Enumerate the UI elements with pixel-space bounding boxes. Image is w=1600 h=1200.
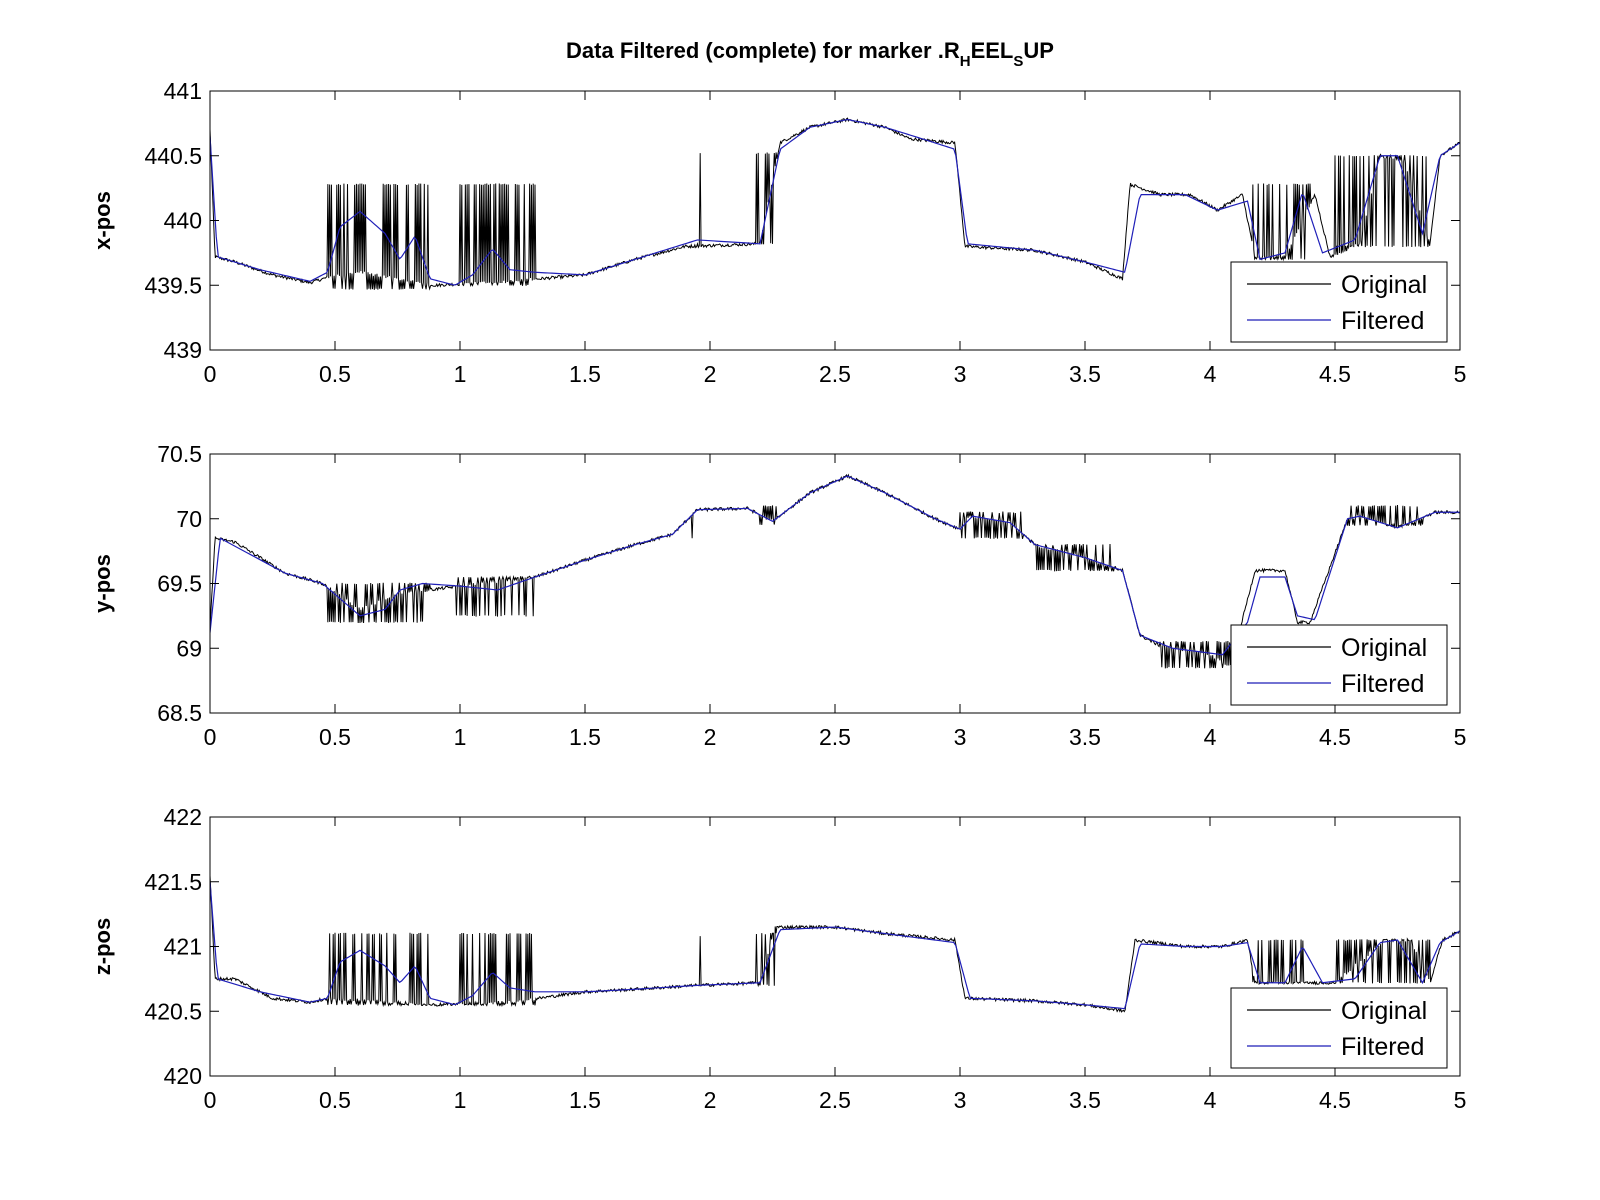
subplots: 0 0.5 1 1.5 2 2.5 3 3.5 4 4.5 5439439.5440440.5441… [90,78,1466,1113]
series-filtered-line [210,881,1460,1010]
subplot-z-pos: 0 0.5 1 1.5 2 2.5 3 3.5 4 4.5 5 420 420.5 421 421.5 422… [90,804,1466,1113]
y-tick-label: 441 [164,78,202,104]
x-tick-label: 1 [454,1087,467,1113]
y-tick-label: 421.5 [144,869,202,895]
legend-box [1230,987,1448,1069]
x-tick-label: 0.5 [319,724,351,750]
legend-label-filtered: Filtered [1341,1033,1424,1061]
x-tick-label: 3 [954,361,967,387]
x-tick-label: 0.5 [319,361,351,387]
y-tick-label: 422 [164,804,202,830]
x-tick-label: 4.5 [1319,361,1351,387]
y-tick-label: 70.5 [157,441,202,467]
x-tick-label: 1 [454,361,467,387]
y-tick-label: 70 [176,506,202,532]
series-original-line [210,117,1460,291]
title-text: UP [1023,38,1054,63]
x-tick-label: 2 [704,361,717,387]
legend: Original Filtered [1230,261,1448,343]
series-filtered-line [210,475,1460,656]
x-tick-label: 0 [204,361,217,387]
x-tick-label: 5 [1454,361,1467,387]
y-tick-label: 420 [164,1063,202,1089]
x-tick-label: 5 [1454,724,1467,750]
x-tick-label: 2.5 [819,724,851,750]
figure-title: Data Filtered (complete) for marker .RHE… [566,38,1054,70]
x-tick-label: 4.5 [1319,724,1351,750]
title-text: EEL [971,38,1014,63]
series-filtered-line [210,118,1460,286]
legend-label-original: Original [1341,997,1427,1025]
x-tick-label: 0 [204,724,217,750]
title-subscript: S [1013,53,1023,70]
x-tick-label: 4 [1204,724,1217,750]
x-tick-label: 4 [1204,361,1217,387]
subplot-x-pos: 0 0.5 1 1.5 2 2.5 3 3.5 4 4.5 5 439 439.5 440 440.5 441… [90,78,1466,387]
x-tick-label: 1 [454,724,467,750]
x-tick-label: 0.5 [319,1087,351,1113]
title-subscript: H [960,53,971,70]
x-tick-label: 4 [1204,1087,1217,1113]
x-tick-label: 2.5 [819,361,851,387]
x-tick-label: 3 [954,724,967,750]
y-axis-label: z-pos [90,918,115,975]
x-tick-label: 0 [204,1087,217,1113]
series-original-line [210,875,1460,1013]
x-tick-label: 3 [954,1087,967,1113]
y-tick-label: 69 [176,635,202,661]
x-tick-label: 3.5 [1069,361,1101,387]
legend: Original Filtered [1230,624,1448,706]
legend-box [1230,261,1448,343]
y-tick-label: 68.5 [157,700,202,726]
y-tick-label: 439.5 [144,272,202,298]
y-axis-label: y-pos [90,554,115,613]
y-tick-label: 69.5 [157,571,202,597]
y-tick-label: 421 [164,934,202,960]
x-tick-label: 3.5 [1069,1087,1101,1113]
legend-box [1230,624,1448,706]
x-tick-label: 1.5 [569,361,601,387]
x-tick-label: 1.5 [569,1087,601,1113]
legend-label-filtered: Filtered [1341,670,1424,698]
legend-label-filtered: Filtered [1341,307,1424,335]
x-tick-label: 2.5 [819,1087,851,1113]
title-text: Data Filtered (complete) for marker .R [566,38,960,63]
subplot-y-pos: 0 0.5 1 1.5 2 2.5 3 3.5 4 4.5 5 68.5 69 69.5 70 70.5 y-p… [90,441,1466,750]
y-tick-label: 439 [164,337,202,363]
y-axis-label: x-pos [90,191,115,250]
y-tick-label: 440 [164,208,202,234]
legend-label-original: Original [1341,271,1427,299]
x-tick-label: 5 [1454,1087,1467,1113]
x-tick-label: 4.5 [1319,1087,1351,1113]
y-tick-label: 440.5 [144,143,202,169]
legend-label-original: Original [1341,634,1427,662]
legend: Original Filtered [1230,987,1448,1069]
x-tick-label: 1.5 [569,724,601,750]
x-tick-label: 2 [704,724,717,750]
x-tick-label: 2 [704,1087,717,1113]
x-tick-label: 3.5 [1069,724,1101,750]
y-tick-label: 420.5 [144,998,202,1024]
